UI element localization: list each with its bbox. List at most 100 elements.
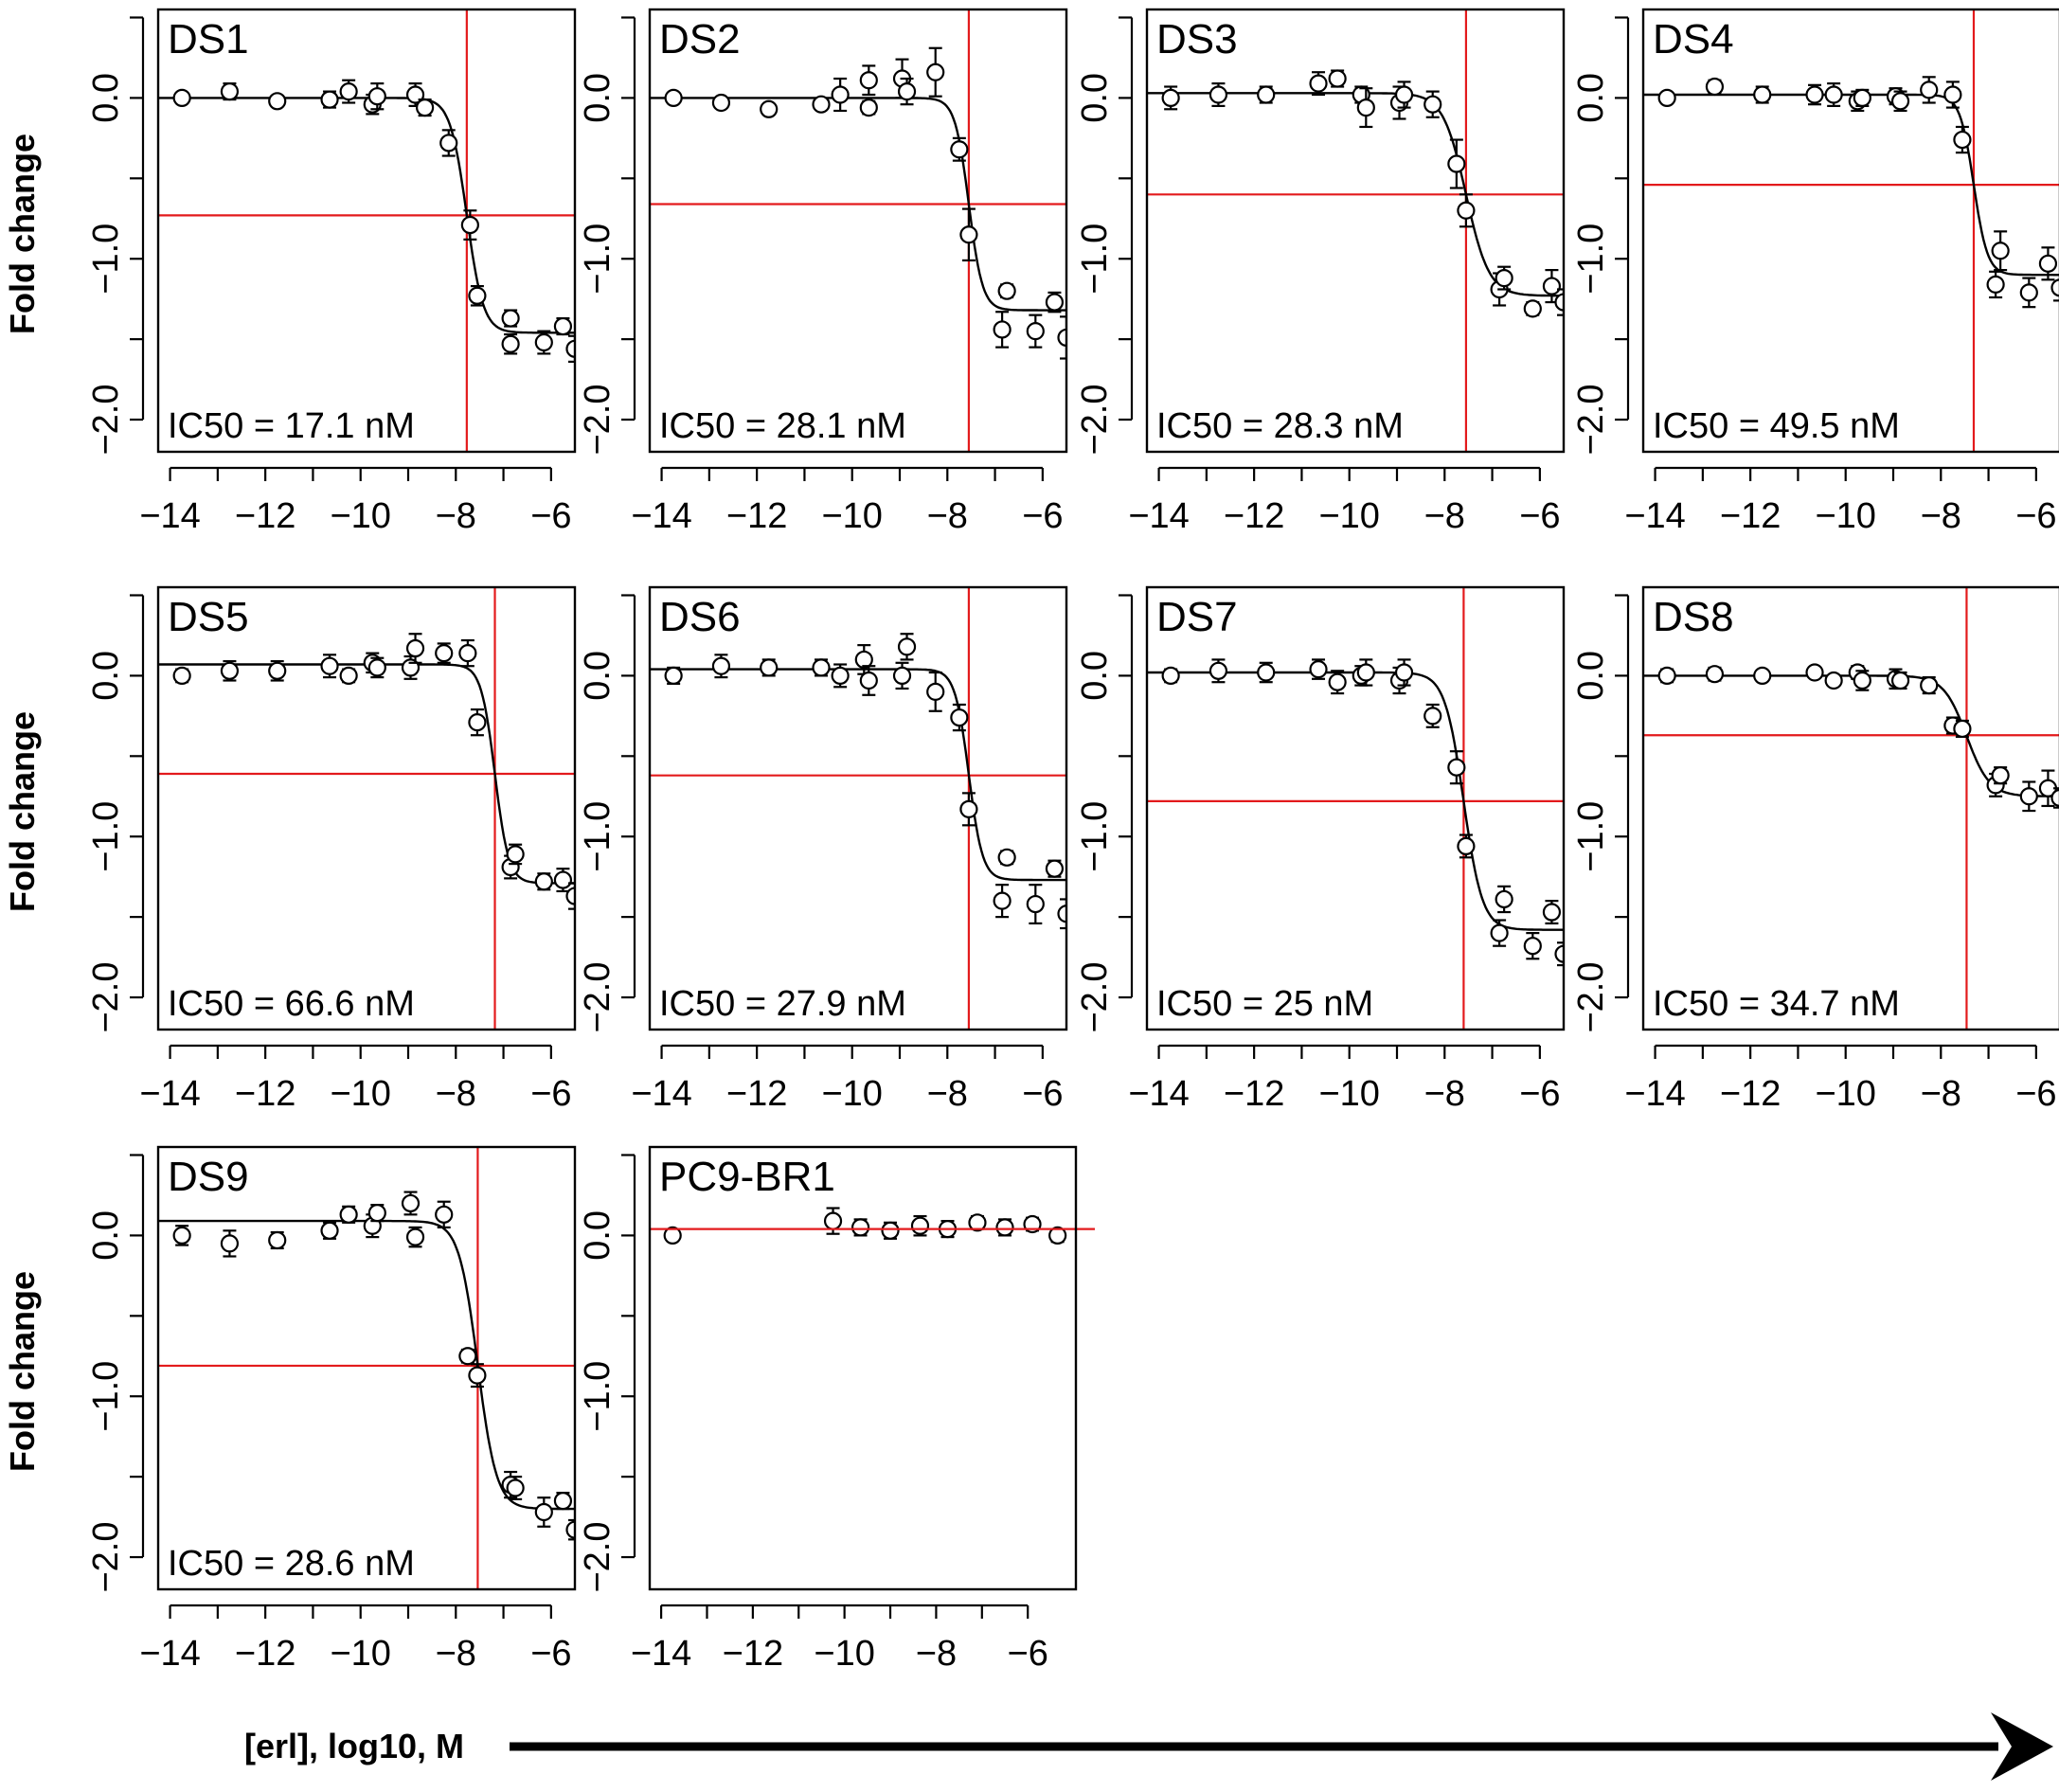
point-marker bbox=[854, 650, 873, 670]
x-tick-label: −6 bbox=[1008, 1634, 1048, 1674]
data-point bbox=[501, 332, 520, 355]
data-point bbox=[859, 665, 878, 696]
point-marker bbox=[458, 1347, 477, 1366]
y-tick-label: −2.0 bbox=[578, 1522, 618, 1593]
point-marker bbox=[1209, 661, 1228, 680]
point-marker bbox=[468, 286, 487, 305]
data-point bbox=[1356, 658, 1375, 687]
point-marker bbox=[320, 90, 339, 109]
x-tick-label: −12 bbox=[235, 1074, 295, 1114]
data-point bbox=[2019, 277, 2038, 309]
point-marker bbox=[268, 1230, 287, 1250]
point-marker bbox=[997, 848, 1016, 867]
data-point bbox=[320, 90, 339, 109]
point-marker bbox=[1853, 671, 1871, 690]
point-marker bbox=[1705, 665, 1725, 684]
data-point bbox=[1257, 661, 1276, 684]
ic50-label: IC50 = 28.1 nM bbox=[659, 406, 906, 446]
point-marker bbox=[1447, 758, 1466, 777]
data-point bbox=[172, 666, 191, 686]
point-marker bbox=[1920, 675, 1939, 695]
data-point bbox=[1057, 315, 1066, 360]
x-tick-label: −10 bbox=[330, 496, 390, 536]
data-point bbox=[760, 99, 779, 118]
point-marker bbox=[1423, 95, 1442, 114]
data-point bbox=[1356, 87, 1375, 129]
data-point bbox=[1328, 670, 1347, 695]
x-tick-label: −10 bbox=[330, 1634, 390, 1674]
plot-area bbox=[1643, 9, 2059, 452]
point-marker bbox=[1986, 275, 2005, 294]
x-tick-label: −8 bbox=[927, 1074, 968, 1114]
x-axis-label: [erl], log10, M bbox=[244, 1727, 464, 1765]
data-point bbox=[534, 1496, 553, 1528]
x-tick-label: −8 bbox=[436, 1074, 476, 1114]
point-marker bbox=[1328, 672, 1347, 691]
point-marker bbox=[172, 666, 191, 686]
data-point bbox=[1447, 750, 1466, 785]
data-point bbox=[664, 88, 683, 108]
point-marker bbox=[1026, 894, 1045, 914]
panels: DS1 IC50 = 17.1 nM 0.0 −1.0 −2.0 −14 −12 −10 −8 −… bbox=[86, 8, 2059, 1674]
data-point bbox=[1057, 898, 1066, 930]
point-marker bbox=[1161, 88, 1180, 108]
y-tick-label: −1.0 bbox=[86, 801, 126, 872]
x-tick-label: −8 bbox=[1424, 496, 1465, 536]
point-marker bbox=[1309, 660, 1328, 679]
point-marker bbox=[458, 644, 477, 663]
data-point bbox=[268, 1230, 287, 1250]
x-tick-label: −14 bbox=[631, 496, 691, 536]
data-point bbox=[1805, 663, 1824, 682]
plot-area bbox=[650, 587, 1066, 1030]
point-marker bbox=[220, 82, 240, 101]
point-marker bbox=[1257, 663, 1276, 682]
data-point bbox=[1026, 314, 1045, 349]
point-marker bbox=[859, 98, 878, 117]
data-point bbox=[220, 82, 240, 101]
y-axis-label: Fold change bbox=[3, 1271, 42, 1472]
point-marker bbox=[1853, 88, 1871, 108]
data-point bbox=[1309, 658, 1328, 680]
data-point bbox=[458, 1347, 477, 1366]
data-point bbox=[534, 330, 553, 355]
point-marker bbox=[268, 92, 287, 111]
y-tick-label: 0.0 bbox=[578, 1210, 618, 1261]
x-tick-label: −8 bbox=[1424, 1074, 1465, 1114]
panel-pc9-br1: PC9-BR1 0.0 −1.0 −2.0 −14 −12 −10 −8 −6 bbox=[578, 1145, 1095, 1674]
x-tick-label: −6 bbox=[530, 1634, 571, 1674]
data-point bbox=[850, 1218, 870, 1237]
data-point bbox=[416, 98, 435, 117]
point-marker bbox=[950, 708, 969, 727]
data-point bbox=[997, 848, 1016, 867]
x-axis-arrow-head bbox=[1991, 1712, 2053, 1781]
point-marker bbox=[664, 88, 683, 108]
point-marker bbox=[1209, 85, 1228, 104]
point-marker bbox=[1753, 85, 1772, 104]
data-point bbox=[897, 77, 917, 106]
point-marker bbox=[405, 638, 425, 658]
point-marker bbox=[367, 1204, 386, 1223]
panel-ds3: DS3 IC50 = 28.3 nM 0.0 −1.0 −2.0 −14 −12 −10 −8 −… bbox=[1075, 8, 1566, 536]
x-tick-label: −10 bbox=[1318, 496, 1379, 536]
x-tick-label: −14 bbox=[631, 1074, 691, 1114]
x-tick-label: −6 bbox=[1022, 1074, 1063, 1114]
point-marker bbox=[812, 658, 831, 677]
x-tick-label: −6 bbox=[1519, 496, 1560, 536]
data-point bbox=[501, 309, 520, 328]
point-marker bbox=[2050, 788, 2059, 808]
data-point bbox=[950, 703, 969, 732]
point-marker bbox=[831, 666, 850, 686]
data-point bbox=[1026, 884, 1045, 925]
point-marker bbox=[1356, 663, 1375, 682]
x-tick-label: −12 bbox=[1224, 496, 1284, 536]
point-marker bbox=[553, 870, 573, 889]
panel-ds8: DS8 IC50 = 34.7 nM 0.0 −1.0 −2.0 −14 −12 −10 −8 −… bbox=[1571, 585, 2059, 1114]
point-marker bbox=[460, 215, 479, 235]
point-marker bbox=[897, 637, 917, 656]
point-marker bbox=[1805, 85, 1824, 104]
data-point bbox=[663, 1226, 682, 1245]
point-marker bbox=[859, 71, 878, 90]
data-point bbox=[553, 1491, 573, 1511]
x-tick-label: −10 bbox=[1815, 1074, 1875, 1114]
y-tick-label: −1.0 bbox=[86, 1361, 126, 1432]
